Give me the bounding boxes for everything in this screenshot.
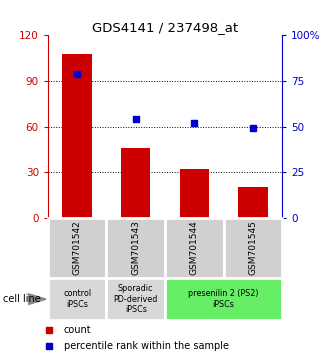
Text: control
iPSCs: control iPSCs: [63, 290, 91, 309]
Point: [250, 126, 255, 131]
Bar: [224, 218, 282, 278]
Point: [75, 71, 80, 76]
Point: [133, 116, 138, 122]
Text: percentile rank within the sample: percentile rank within the sample: [63, 341, 228, 350]
Bar: [106, 218, 165, 278]
Point: [192, 120, 197, 126]
Bar: [165, 278, 282, 320]
Text: GSM701544: GSM701544: [190, 221, 199, 275]
Bar: [238, 187, 268, 218]
Bar: [48, 218, 106, 278]
Bar: [121, 148, 150, 218]
Title: GDS4141 / 237498_at: GDS4141 / 237498_at: [92, 21, 238, 34]
Point: [46, 327, 51, 333]
Text: GSM701543: GSM701543: [131, 220, 140, 275]
Bar: [48, 278, 106, 320]
Bar: [165, 218, 224, 278]
Text: GSM701545: GSM701545: [248, 220, 257, 275]
Bar: [106, 278, 165, 320]
Text: count: count: [63, 325, 91, 335]
Bar: [62, 53, 92, 218]
Point: [46, 343, 51, 348]
Text: cell line: cell line: [3, 294, 41, 304]
Text: GSM701542: GSM701542: [73, 221, 82, 275]
Bar: [180, 169, 209, 218]
Text: Sporadic
PD-derived
iPSCs: Sporadic PD-derived iPSCs: [114, 284, 158, 314]
Polygon shape: [28, 294, 46, 304]
Text: presenilin 2 (PS2)
iPSCs: presenilin 2 (PS2) iPSCs: [188, 290, 259, 309]
